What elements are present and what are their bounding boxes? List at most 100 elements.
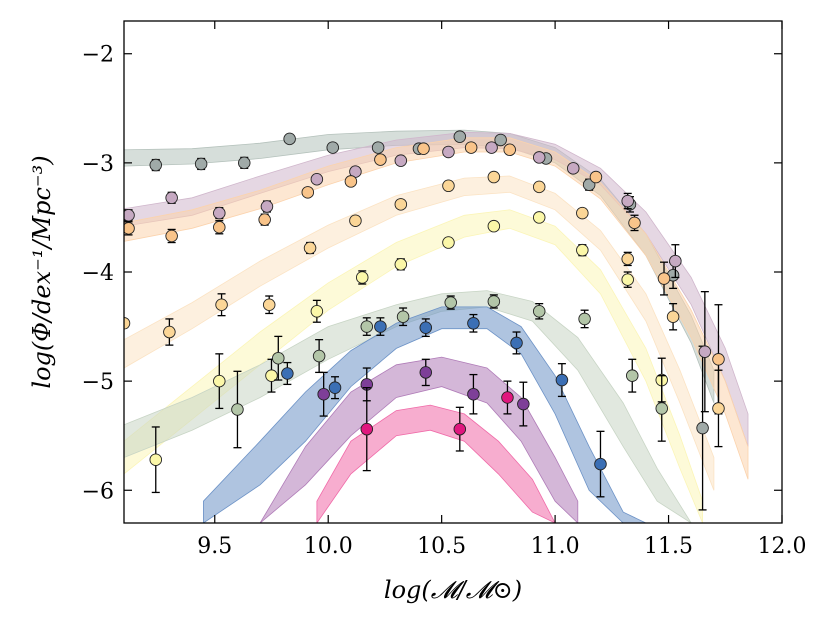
model-band-9 xyxy=(316,404,556,523)
marker xyxy=(666,310,680,323)
marker xyxy=(419,321,433,334)
marker xyxy=(231,403,244,416)
marker xyxy=(165,229,178,243)
data-point-7-2 xyxy=(328,376,342,400)
marker xyxy=(621,252,634,266)
data-point-4-13 xyxy=(666,302,680,331)
data-point-7-4 xyxy=(419,318,433,338)
data-point-6-8 xyxy=(532,302,546,320)
data-point-6-2 xyxy=(272,335,285,381)
data-point-2-8 xyxy=(442,145,455,159)
data-point-2-2 xyxy=(165,191,178,205)
data-point-1-5 xyxy=(326,141,339,154)
data-point-8-5 xyxy=(517,381,530,427)
marker xyxy=(442,236,455,249)
data-point-1-14 xyxy=(696,345,709,511)
data-point-2-11 xyxy=(567,162,580,175)
marker xyxy=(419,366,433,379)
data-point-2-13 xyxy=(669,244,682,279)
marker xyxy=(669,254,682,268)
data-point-5-7 xyxy=(442,236,455,249)
data-points xyxy=(124,130,725,511)
marker xyxy=(213,221,226,234)
data-point-7-8 xyxy=(594,430,607,498)
data-point-5-10 xyxy=(576,243,589,257)
data-point-4-9 xyxy=(487,170,501,184)
model-bands xyxy=(124,129,749,523)
data-point-3-3 xyxy=(213,220,226,235)
marker xyxy=(467,317,480,330)
marker xyxy=(567,162,580,175)
marker xyxy=(349,214,362,227)
data-point-1-9 xyxy=(494,133,507,147)
data-point-5-9 xyxy=(532,211,546,224)
data-point-5-6 xyxy=(394,258,408,271)
axis-ticks: 9.5 10.0 10.5 11.0 11.5 12.0 −2 −3 −4 −5 −6 xyxy=(82,21,807,559)
marker xyxy=(417,142,430,155)
marker xyxy=(532,151,546,164)
marker xyxy=(281,367,294,380)
data-point-4-4 xyxy=(262,295,276,315)
data-point-4-2 xyxy=(163,318,176,346)
marker xyxy=(215,298,228,311)
marker xyxy=(272,351,285,365)
marker xyxy=(442,179,455,193)
marker xyxy=(394,198,408,211)
marker xyxy=(258,213,271,226)
data-point-5-1 xyxy=(149,426,163,494)
marker xyxy=(149,453,163,466)
data-point-4-8 xyxy=(442,179,455,193)
model-band-4 xyxy=(124,175,715,491)
marker xyxy=(344,175,358,188)
data-point-7-7 xyxy=(555,363,569,398)
data-point-4-5 xyxy=(303,241,317,255)
data-point-4-10 xyxy=(532,180,546,194)
data-point-1-6 xyxy=(371,141,385,154)
x-tick-label: 11.5 xyxy=(644,534,693,559)
model-band-8 xyxy=(259,356,579,523)
marker xyxy=(621,194,634,208)
marker xyxy=(576,243,589,257)
y-tick-label: −2 xyxy=(82,43,114,68)
marker xyxy=(260,200,274,213)
marker xyxy=(578,312,591,326)
marker xyxy=(326,141,339,154)
data-point-2-9 xyxy=(485,141,498,154)
marker xyxy=(501,391,514,404)
marker xyxy=(503,143,516,157)
data-point-5-4 xyxy=(310,299,324,323)
data-point-3-11 xyxy=(589,170,603,184)
x-tick-label: 11.0 xyxy=(531,534,580,559)
x-axis-label: log(𝓜/𝓜⊙) xyxy=(384,576,522,604)
marker xyxy=(371,141,385,154)
data-point-6-6 xyxy=(444,295,457,310)
marker xyxy=(628,216,641,230)
data-point-6-1 xyxy=(231,370,244,449)
data-point-3-2 xyxy=(165,228,178,244)
data-point-8-4 xyxy=(467,373,480,415)
marker xyxy=(149,158,163,172)
marker xyxy=(394,258,408,271)
marker xyxy=(510,336,523,350)
marker xyxy=(374,320,387,333)
data-point-5-3 xyxy=(265,358,278,393)
x-tick-label: 10.5 xyxy=(417,534,466,559)
marker xyxy=(453,130,467,143)
marker xyxy=(467,387,480,401)
marker xyxy=(310,172,324,186)
data-point-1-4 xyxy=(283,132,296,146)
data-point-6-4 xyxy=(360,317,374,336)
marker xyxy=(238,156,251,170)
data-point-1-3 xyxy=(238,156,251,170)
x-tick-label: 12.0 xyxy=(758,534,807,559)
marker xyxy=(444,296,457,309)
data-point-2-5 xyxy=(310,172,324,186)
marker xyxy=(589,170,603,184)
model-band-7 xyxy=(203,306,647,523)
marker xyxy=(464,141,478,154)
data-point-6-3 xyxy=(312,339,326,374)
data-point-6-11 xyxy=(655,375,668,442)
y-tick-label: −4 xyxy=(82,261,114,286)
marker xyxy=(555,373,569,387)
